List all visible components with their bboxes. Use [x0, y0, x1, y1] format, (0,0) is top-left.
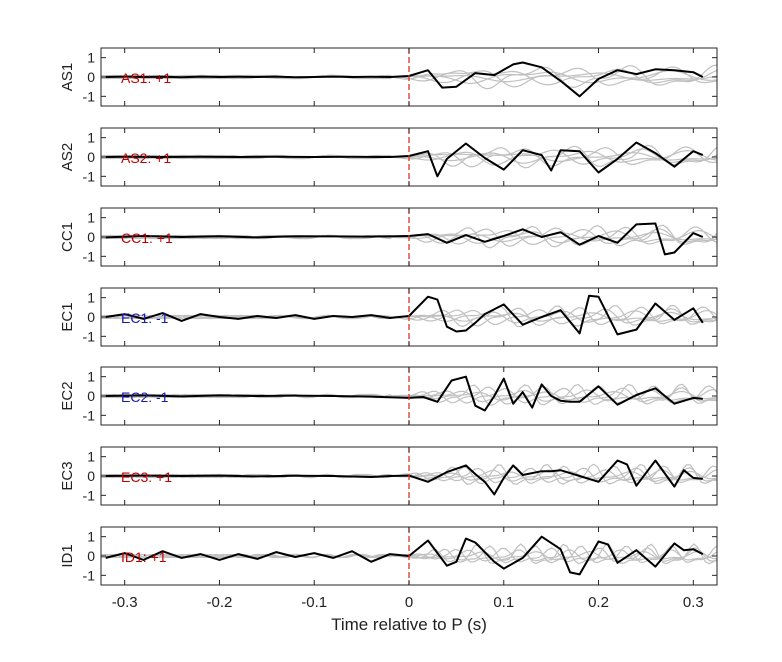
- polarity-label: ID1: +1: [121, 549, 167, 565]
- panel-id1: ID1: +1 -1 0 1 ID1: [59, 526, 718, 586]
- y-tick-label: 1: [87, 130, 95, 146]
- waveform-line-ec2: [105, 375, 703, 412]
- polarity-label: AS2: +1: [121, 150, 171, 166]
- y-tick-label: 0: [87, 69, 95, 85]
- station-label: AS1: [59, 63, 76, 91]
- polarity-label: AS1: +1: [121, 70, 171, 86]
- polarity-label: EC1: -1: [121, 310, 169, 326]
- waveform-line-id1: [105, 535, 704, 576]
- waveform-line-as1: [105, 61, 704, 98]
- station-label: EC3: [59, 461, 76, 490]
- x-tick-label: 0.1: [493, 594, 514, 611]
- y-tick-label: 1: [87, 290, 95, 306]
- x-tick-label: 0.2: [588, 594, 609, 611]
- polarity-label: EC3: +1: [121, 469, 172, 485]
- y-tick-label: 0: [87, 149, 95, 165]
- panel-as2: AS2: +1 -1 0 1 AS2: [59, 127, 718, 187]
- panel-ec1: EC1: -1 -1 0 1 EC1: [59, 287, 718, 347]
- panel-ec2: EC2: -1 -1 0 1 EC2: [59, 366, 718, 426]
- waveform-line-ec3: [105, 459, 703, 496]
- y-tick-label: 0: [87, 229, 95, 245]
- station-label: CC1: [59, 222, 76, 252]
- y-tick-label: -1: [83, 567, 96, 583]
- panel-as1: AS1: +1 -1 0 1 AS1: [59, 47, 718, 107]
- y-tick-label: 1: [87, 210, 95, 226]
- x-tick-label: -0.3: [112, 594, 138, 611]
- y-tick-label: -1: [83, 248, 96, 264]
- y-tick-label: 1: [87, 529, 95, 545]
- y-tick-label: 0: [87, 309, 95, 325]
- polarity-label: EC2: -1: [121, 389, 169, 405]
- x-tick-label: 0.3: [683, 594, 704, 611]
- station-label: EC1: [59, 302, 76, 331]
- y-tick-label: 0: [87, 548, 95, 564]
- y-tick-label: -1: [83, 487, 96, 503]
- waveform-line-cc1: [105, 222, 704, 256]
- y-tick-label: -1: [83, 407, 96, 423]
- y-tick-label: 1: [87, 449, 95, 465]
- y-tick-label: -1: [83, 168, 96, 184]
- x-tick-label: -0.2: [207, 594, 233, 611]
- waveform-line-as2: [105, 141, 704, 178]
- station-label: EC2: [59, 381, 76, 410]
- waveform-line-ec1: [105, 294, 704, 336]
- y-tick-label: 1: [87, 50, 95, 66]
- x-tick-label: -0.1: [301, 594, 327, 611]
- x-axis-label: Time relative to P (s): [331, 615, 487, 634]
- station-label: ID1: [59, 544, 76, 567]
- y-tick-label: 0: [87, 468, 95, 484]
- y-tick-label: -1: [83, 88, 96, 104]
- x-tick-label: 0: [405, 594, 413, 611]
- panel-cc1: CC1: +1 -1 0 1 CC1: [59, 207, 718, 267]
- x-axis: -0.3 -0.2 -0.1 0 0.1 0.2 0.3: [112, 594, 704, 611]
- y-tick-label: 0: [87, 388, 95, 404]
- station-label: AS2: [59, 143, 76, 171]
- polarity-label: CC1: +1: [121, 230, 173, 246]
- panel-ec3: EC3: +1 -1 0 1 EC3: [59, 446, 718, 506]
- y-tick-label: 1: [87, 369, 95, 385]
- y-tick-label: -1: [83, 328, 96, 344]
